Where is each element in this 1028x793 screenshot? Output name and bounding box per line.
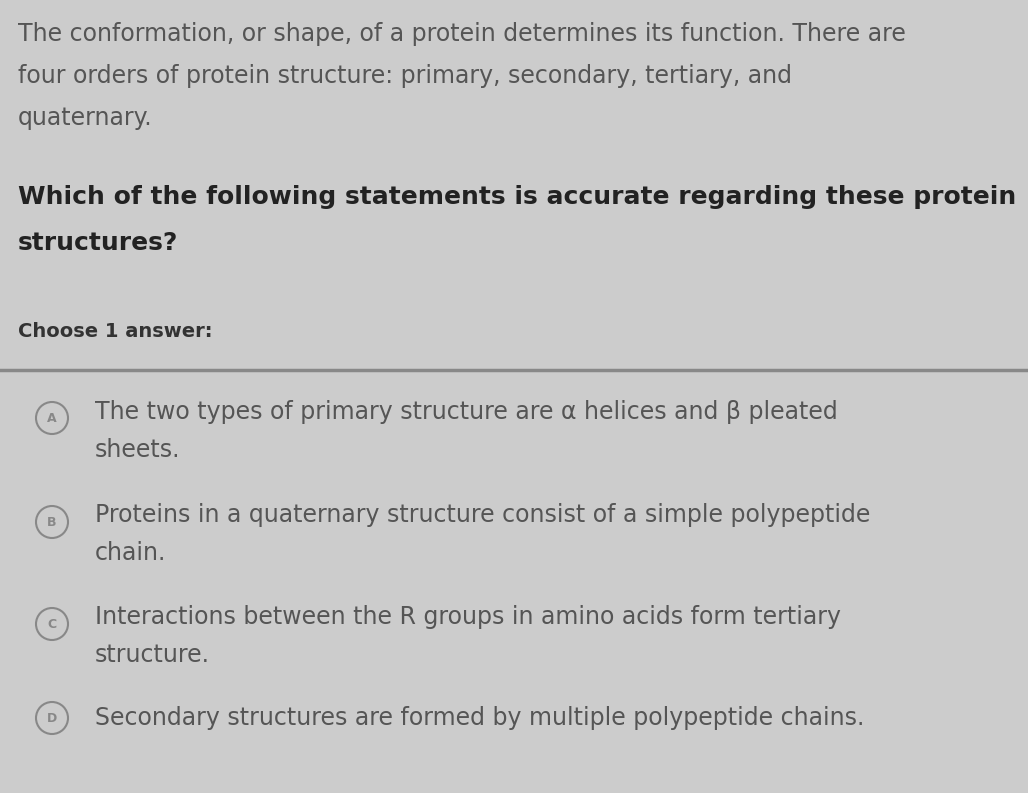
Text: structures?: structures? — [19, 231, 179, 255]
Text: A: A — [47, 412, 57, 424]
Text: D: D — [47, 711, 58, 725]
Text: The conformation, or shape, of a protein determines its function. There are: The conformation, or shape, of a protein… — [19, 22, 906, 46]
Text: sheets.: sheets. — [95, 438, 181, 462]
Text: Choose 1 answer:: Choose 1 answer: — [19, 322, 213, 341]
Text: structure.: structure. — [95, 643, 210, 667]
Text: quaternary.: quaternary. — [19, 106, 152, 130]
Text: Proteins in a quaternary structure consist of a simple polypeptide: Proteins in a quaternary structure consi… — [95, 503, 871, 527]
Text: Secondary structures are formed by multiple polypeptide chains.: Secondary structures are formed by multi… — [95, 706, 865, 730]
Text: B: B — [47, 515, 57, 528]
Text: four orders of protein structure: primary, secondary, tertiary, and: four orders of protein structure: primar… — [19, 64, 792, 88]
Text: Which of the following statements is accurate regarding these protein: Which of the following statements is acc… — [19, 185, 1017, 209]
Text: chain.: chain. — [95, 541, 167, 565]
Text: The two types of primary structure are α helices and β pleated: The two types of primary structure are α… — [95, 400, 838, 424]
Text: Interactions between the R groups in amino acids form tertiary: Interactions between the R groups in ami… — [95, 605, 841, 629]
Text: C: C — [47, 618, 57, 630]
